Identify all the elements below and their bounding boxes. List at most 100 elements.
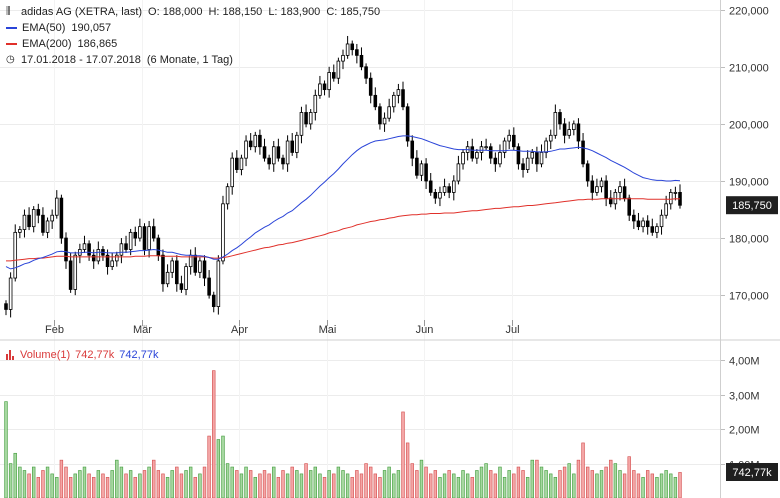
- volume-bar-up: [461, 470, 465, 498]
- candle-up: [599, 180, 604, 188]
- volume-bar-up: [55, 477, 59, 498]
- volume-bar-down: [322, 477, 327, 498]
- month-label: Jun: [416, 324, 434, 336]
- volume-bar-down: [212, 370, 216, 498]
- candle-down: [378, 106, 382, 125]
- candle-down: [68, 260, 73, 290]
- volume-bar-up: [442, 473, 447, 498]
- month-label: Mai: [319, 324, 337, 336]
- volume-bar-up: [313, 466, 317, 498]
- candle-up: [345, 43, 350, 56]
- candle-up: [438, 191, 442, 199]
- candle-down: [373, 94, 378, 108]
- volume-bar-up: [572, 473, 576, 498]
- candle-down: [41, 214, 45, 233]
- volume-bar-up: [396, 470, 401, 498]
- volume-bar-down: [142, 470, 147, 498]
- candle-down: [355, 49, 359, 56]
- volume-bar-down: [161, 473, 165, 498]
- volume-bar-down: [581, 442, 585, 498]
- candle-down: [576, 123, 581, 142]
- volume-bar-up: [115, 459, 119, 498]
- volume-bar-up: [507, 470, 511, 498]
- volume-bar-up: [170, 470, 174, 498]
- candle-up: [327, 72, 331, 91]
- candle-up: [442, 186, 447, 193]
- volume-bar-down: [64, 466, 68, 498]
- candle-down: [558, 112, 562, 125]
- candle-down: [401, 89, 405, 108]
- candle-up: [295, 134, 299, 153]
- candle-up: [50, 214, 54, 222]
- volume-label: Volume(1): [20, 349, 71, 361]
- volume-bar-up: [452, 473, 456, 498]
- candle-up: [668, 191, 673, 205]
- candle-down: [91, 254, 96, 262]
- candle-up: [341, 54, 345, 62]
- volume-bar-up: [50, 473, 54, 498]
- volume-bar-up: [78, 470, 82, 498]
- volume-bar-up: [498, 466, 502, 498]
- volume-bar-up: [641, 477, 645, 498]
- volume-bar-up: [553, 477, 558, 498]
- candle-down: [562, 123, 567, 136]
- period-note: (6 Monate, 1 Tag): [146, 54, 233, 66]
- volume-bar-up: [655, 477, 659, 498]
- volume-bar-down: [535, 459, 539, 498]
- ema50-swatch: [6, 27, 17, 29]
- volume-bar-up: [244, 466, 248, 498]
- candle-down: [276, 146, 281, 159]
- volume-bar-down: [87, 473, 91, 498]
- candle-down: [161, 254, 165, 285]
- candle-up: [230, 157, 234, 188]
- candle-up: [54, 197, 59, 216]
- volume-bar-down: [105, 477, 110, 498]
- volume-bar-down: [521, 470, 525, 498]
- candle-up: [452, 180, 456, 193]
- candles: [4, 35, 682, 318]
- candle-up: [110, 260, 114, 268]
- volume-bar-down: [401, 411, 405, 498]
- candle-up: [484, 146, 488, 149]
- volume-bar-up: [479, 466, 484, 498]
- volume-bar-down: [276, 477, 281, 498]
- candle-up: [664, 203, 668, 216]
- ema200-value: 186,865: [77, 38, 118, 50]
- candle-up: [461, 152, 465, 165]
- volume-bar-down: [290, 466, 294, 498]
- candle-down: [521, 163, 525, 170]
- candle-down: [193, 254, 198, 273]
- month-label: Feb: [45, 324, 64, 336]
- volume-bar-down: [235, 470, 239, 498]
- volume-bar-up: [438, 477, 442, 498]
- candle-up: [544, 140, 548, 153]
- candle-up: [198, 260, 202, 273]
- candle-down: [27, 214, 31, 228]
- candle-down: [175, 260, 179, 285]
- candle-down: [59, 197, 64, 239]
- ema200-line: [6, 198, 681, 262]
- candle-down: [428, 180, 433, 193]
- candle-down: [590, 180, 595, 193]
- volume-bar-up: [295, 470, 299, 498]
- volume-bar-down: [410, 463, 414, 498]
- volume-bar-down: [636, 473, 641, 498]
- volume-bar-up: [13, 452, 17, 498]
- candle-down: [364, 66, 368, 79]
- month-label: Apr: [231, 324, 248, 336]
- chart-legend: ⫼ adidas AG (XETRA, last) O: 188,000 H: …: [6, 4, 380, 68]
- candle-up: [253, 134, 258, 148]
- last-volume-label: 742,77k: [732, 467, 772, 479]
- candle-down: [493, 157, 498, 165]
- volume-bar-up: [613, 463, 618, 498]
- volume-bar-up: [475, 470, 479, 498]
- volume-bar-up: [465, 473, 470, 498]
- volume-bar-down: [433, 470, 438, 498]
- volume-bar-up: [673, 477, 678, 498]
- ema200-label: EMA(200): [22, 38, 72, 50]
- candle-up: [221, 203, 225, 262]
- volume-bar-down: [576, 459, 581, 498]
- volume-bar-down: [558, 470, 562, 498]
- volume-bar-down: [493, 473, 498, 498]
- volume-bar-down: [68, 477, 73, 498]
